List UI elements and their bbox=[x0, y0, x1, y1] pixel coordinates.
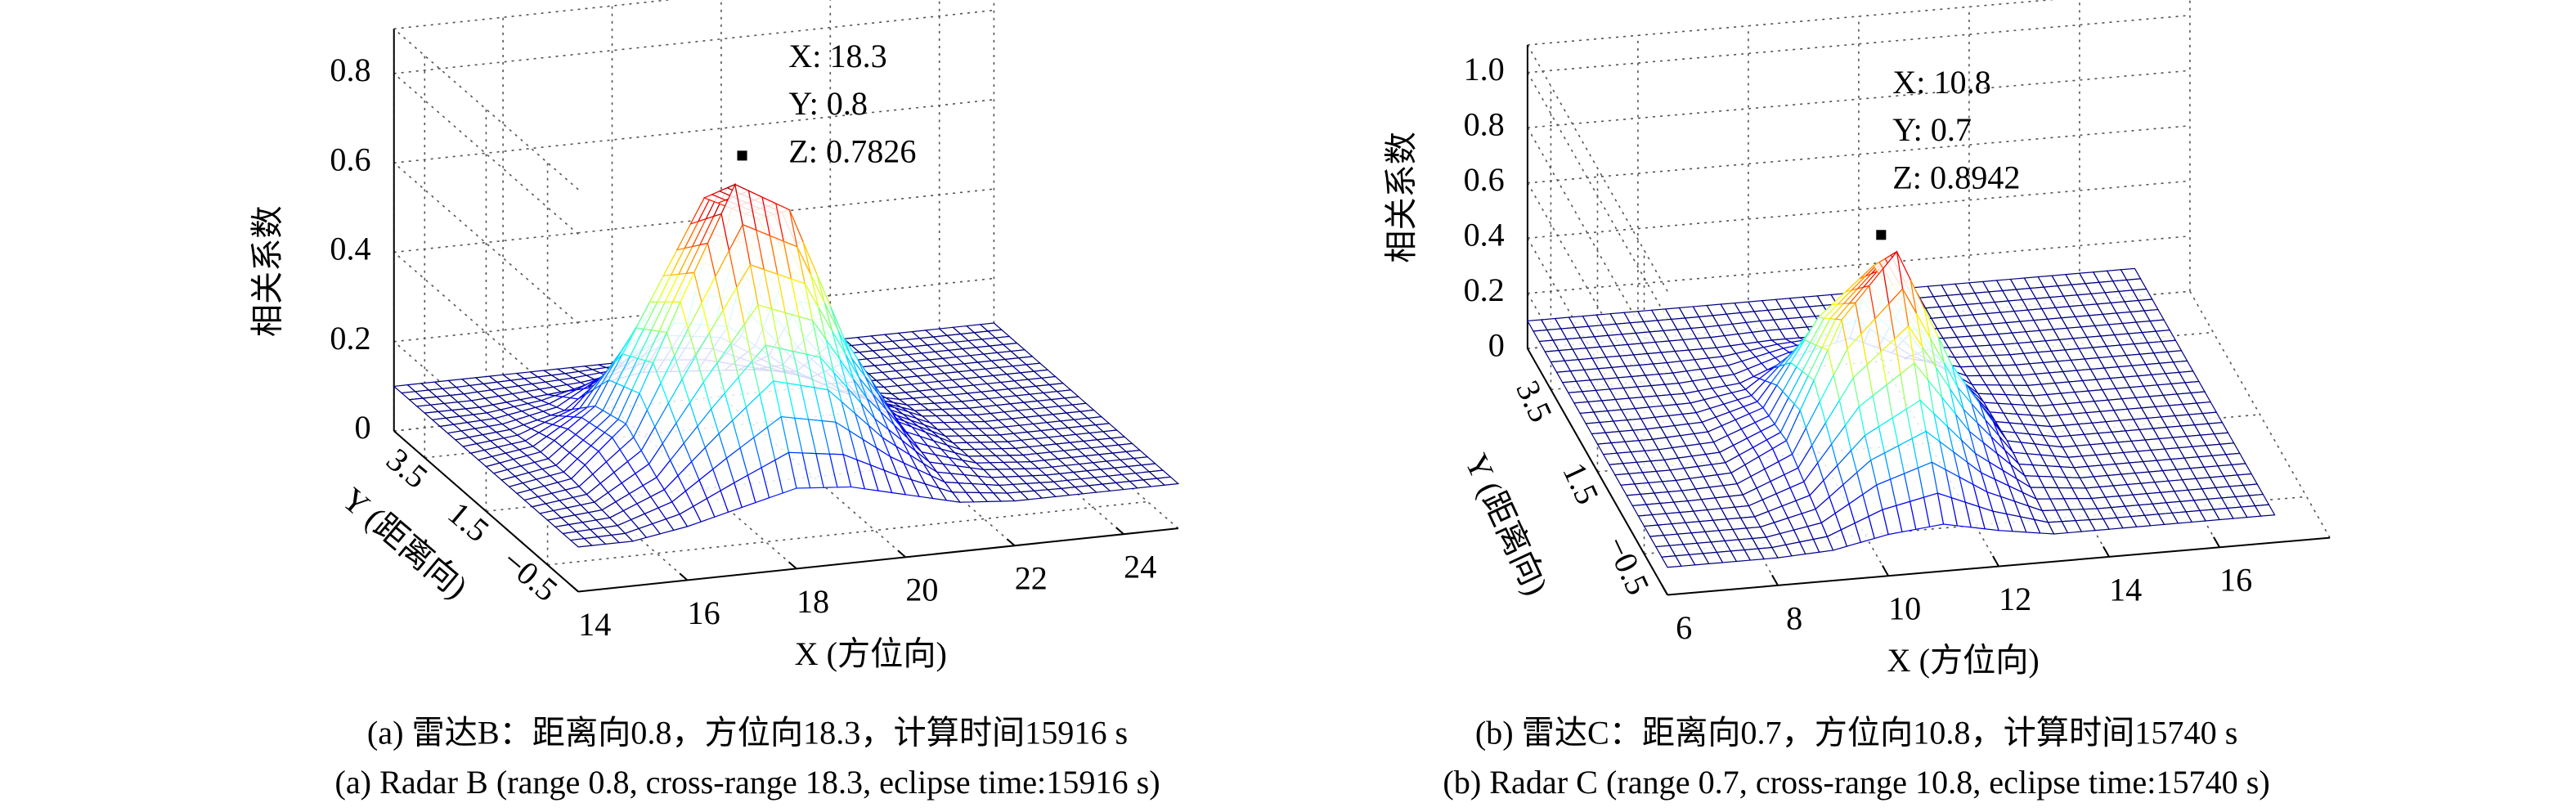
z-axis-label: 相关系数 bbox=[1383, 132, 1420, 263]
peak-label: X: 18.3 bbox=[788, 38, 886, 74]
z-tick-label: 0.2 bbox=[1464, 271, 1505, 308]
caption: (a) 雷达B：距离向0.8，方位向18.3，计算时间15916 s bbox=[367, 715, 1128, 751]
z-axis-label: 相关系数 bbox=[249, 205, 286, 337]
peak-label: Z: 0.8942 bbox=[1892, 159, 2020, 195]
box-edge bbox=[2189, 290, 2331, 539]
peak-label: Y: 0.8 bbox=[788, 85, 868, 122]
surface-cell bbox=[2254, 504, 2276, 517]
z-tick-label: 0.6 bbox=[330, 141, 370, 177]
x-axis-label: X (方位向) bbox=[1887, 642, 2040, 679]
z-grid-line bbox=[1527, 127, 1668, 375]
x-tick bbox=[1771, 574, 1779, 586]
surface bbox=[393, 182, 1180, 548]
x-tick bbox=[679, 572, 689, 581]
z-grid-line bbox=[393, 9, 994, 74]
z-grid-line bbox=[1527, 182, 1668, 430]
peak-marker bbox=[735, 149, 749, 163]
z-tick-label: 0.4 bbox=[330, 231, 370, 267]
x-tick-label: 20 bbox=[905, 572, 938, 608]
x-tick-label: 12 bbox=[1999, 581, 2031, 617]
x-tick-label: 22 bbox=[1015, 560, 1048, 597]
peak-marker bbox=[1874, 228, 1888, 242]
y-tick-label: −0.5 bbox=[496, 542, 565, 608]
x-tick-label: 24 bbox=[1124, 549, 1156, 585]
y-tick-label: 3.5 bbox=[1509, 375, 1560, 428]
y-axis bbox=[393, 430, 579, 593]
y-tick-label: −0.5 bbox=[1599, 531, 1658, 600]
peak-label: Z: 0.7826 bbox=[788, 132, 916, 169]
z-tick-label: 0.6 bbox=[1464, 161, 1505, 198]
caption: (a) Radar B (range 0.8, cross-range 18.3… bbox=[334, 764, 1160, 801]
box-edge bbox=[393, 0, 674, 30]
x-axis bbox=[1667, 536, 2331, 596]
x-tick-label: 10 bbox=[1888, 590, 1921, 627]
z-tick-label: 0.2 bbox=[330, 320, 370, 357]
z-tick-label: 0 bbox=[1488, 326, 1505, 363]
x-tick-label: 16 bbox=[2219, 562, 2252, 599]
x-tick-label: 18 bbox=[797, 583, 829, 620]
x-tick bbox=[2103, 545, 2110, 558]
x-tick bbox=[1992, 555, 1999, 568]
x-tick-label: 14 bbox=[2109, 571, 2142, 608]
peak-label: X: 10.8 bbox=[1892, 64, 1990, 101]
z-grid-line bbox=[393, 73, 579, 235]
z-tick-label: 1.0 bbox=[1464, 51, 1505, 87]
y-tick-label: 1.5 bbox=[1555, 457, 1606, 510]
x-tick bbox=[2213, 536, 2220, 548]
caption: (b) Radar C (range 0.7, cross-range 10.8… bbox=[1443, 764, 2269, 801]
z-tick-label: 0.8 bbox=[1464, 105, 1505, 142]
z-grid-line bbox=[393, 277, 994, 343]
x-axis bbox=[578, 527, 1178, 593]
x-tick-label: 6 bbox=[1676, 609, 1692, 646]
y-grid-line bbox=[547, 500, 1148, 566]
x-tick bbox=[1882, 565, 1889, 576]
x-tick bbox=[1115, 527, 1124, 535]
x-tick-label: 8 bbox=[1786, 599, 1802, 636]
x-tick-label: 16 bbox=[688, 594, 720, 631]
y-tick-label: 1.5 bbox=[441, 495, 496, 550]
x-tick-label: 14 bbox=[578, 606, 611, 643]
z-grid-line bbox=[393, 188, 994, 253]
surface-cell bbox=[1156, 476, 1180, 486]
z-tick-label: 0.4 bbox=[1464, 216, 1505, 253]
caption: (b) 雷达C：距离向0.7，方位向10.8，计算时间15740 s bbox=[1475, 715, 2238, 751]
y-tick-label: 3.5 bbox=[379, 441, 434, 496]
x-tick bbox=[897, 550, 906, 559]
box-edge bbox=[393, 28, 579, 191]
y-axis-label: Y (距离向) bbox=[1458, 448, 1555, 600]
surface bbox=[1526, 250, 2276, 568]
peak-label: Y: 0.7 bbox=[1892, 111, 1972, 148]
y-axis bbox=[1527, 348, 1668, 596]
z-tick-label: 0 bbox=[355, 409, 371, 446]
z-grid-line bbox=[393, 99, 994, 164]
y-axis-label: Y (距离向) bbox=[335, 480, 474, 605]
x-axis-label: X (方位向) bbox=[795, 635, 947, 672]
x-tick bbox=[1006, 538, 1016, 547]
x-tick bbox=[788, 561, 797, 570]
z-tick-label: 0.8 bbox=[330, 52, 370, 88]
